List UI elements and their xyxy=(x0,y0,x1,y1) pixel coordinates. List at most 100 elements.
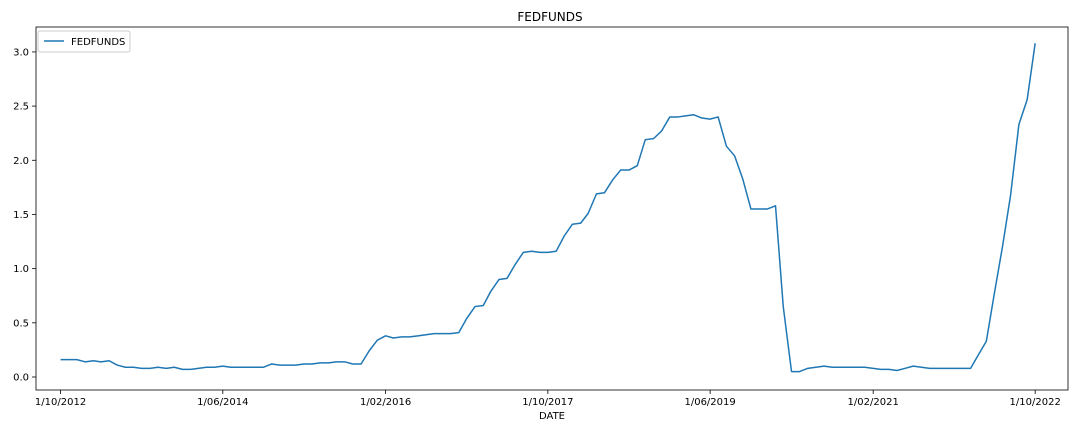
data-point xyxy=(669,116,671,118)
data-point xyxy=(937,368,939,370)
data-point xyxy=(442,333,444,335)
series-line-fedfunds xyxy=(60,43,1036,373)
data-point xyxy=(572,223,574,225)
y-tick-label: 1.0 xyxy=(13,264,29,275)
data-point xyxy=(1026,99,1028,101)
legend: FEDFUNDS xyxy=(37,30,131,53)
data-point xyxy=(620,169,622,171)
data-point xyxy=(271,363,273,365)
x-tick-label: 1/10/2012 xyxy=(35,397,86,408)
legend-label: FEDFUNDS xyxy=(71,37,125,48)
data-point xyxy=(848,366,850,368)
data-point xyxy=(433,333,435,335)
y-tick-label: 3.0 xyxy=(13,47,29,58)
data-point xyxy=(921,366,923,368)
data-point xyxy=(425,334,427,336)
data-point xyxy=(563,235,565,237)
data-point xyxy=(498,279,500,281)
data-point xyxy=(896,370,898,372)
data-point xyxy=(385,335,387,337)
data-point xyxy=(580,222,582,224)
data-point xyxy=(450,333,452,335)
x-tick-label: 1/02/2016 xyxy=(360,397,411,408)
plot-area xyxy=(35,26,1069,391)
data-point xyxy=(76,359,78,361)
data-point xyxy=(604,192,606,194)
data-point xyxy=(677,116,679,118)
data-point xyxy=(68,359,70,361)
data-point xyxy=(799,371,801,373)
data-point xyxy=(555,251,557,253)
data-point xyxy=(531,251,533,253)
data-point xyxy=(912,365,914,367)
data-point xyxy=(336,361,338,363)
data-point xyxy=(994,293,996,295)
data-point xyxy=(775,205,777,207)
data-point xyxy=(929,368,931,370)
x-tick-label: 1/02/2021 xyxy=(848,397,899,408)
x-tick-label: 1/06/2019 xyxy=(684,397,735,408)
data-point xyxy=(157,366,159,368)
data-point xyxy=(368,350,370,352)
data-point xyxy=(247,366,249,368)
data-point xyxy=(60,359,62,361)
data-point xyxy=(263,366,265,368)
data-point xyxy=(880,369,882,371)
data-point xyxy=(1010,194,1012,196)
data-point xyxy=(628,169,630,171)
data-point xyxy=(287,364,289,366)
y-tick-label: 0.5 xyxy=(13,318,29,329)
data-point xyxy=(782,306,784,308)
data-point xyxy=(173,366,175,368)
data-point xyxy=(644,139,646,141)
data-point xyxy=(766,208,768,210)
x-tick-label: 1/10/2017 xyxy=(522,397,573,408)
data-point xyxy=(539,252,541,254)
data-point xyxy=(872,368,874,370)
data-point xyxy=(149,368,151,370)
data-point xyxy=(717,116,719,118)
data-point xyxy=(255,366,257,368)
data-point xyxy=(856,366,858,368)
data-point xyxy=(360,363,362,365)
data-point xyxy=(190,369,192,371)
data-point xyxy=(377,339,379,341)
data-point xyxy=(1034,42,1036,44)
data-point xyxy=(133,366,135,368)
data-point xyxy=(116,364,118,366)
data-point xyxy=(636,165,638,167)
data-point xyxy=(401,336,403,338)
data-point xyxy=(84,361,86,363)
y-tick-label: 2.5 xyxy=(13,102,29,113)
data-point xyxy=(742,178,744,180)
x-tick-label: 1/06/2014 xyxy=(197,397,248,408)
data-point xyxy=(791,371,793,373)
data-point xyxy=(596,193,598,195)
y-tick-label: 0.0 xyxy=(13,372,29,383)
data-point xyxy=(295,364,297,366)
data-point xyxy=(515,264,517,266)
data-point xyxy=(182,369,184,371)
data-point xyxy=(230,366,232,368)
data-point xyxy=(222,365,224,367)
chart-title: FEDFUNDS xyxy=(517,10,582,24)
data-point xyxy=(734,155,736,157)
data-point xyxy=(977,355,979,357)
legend-box xyxy=(37,30,131,53)
data-point xyxy=(279,364,281,366)
data-point xyxy=(823,365,825,367)
data-point xyxy=(953,368,955,370)
plot-frame xyxy=(35,26,1069,391)
data-point xyxy=(547,252,549,254)
data-point xyxy=(726,145,728,147)
data-point xyxy=(165,368,167,370)
data-point xyxy=(490,291,492,293)
x-axis: 1/10/2012 1/06/2014 1/02/2016 1/10/2017 1/06… xyxy=(35,390,1061,408)
data-point xyxy=(214,366,216,368)
x-axis-label: DATE xyxy=(539,411,565,422)
data-point xyxy=(904,368,906,370)
data-point xyxy=(750,208,752,210)
data-point xyxy=(393,337,395,339)
